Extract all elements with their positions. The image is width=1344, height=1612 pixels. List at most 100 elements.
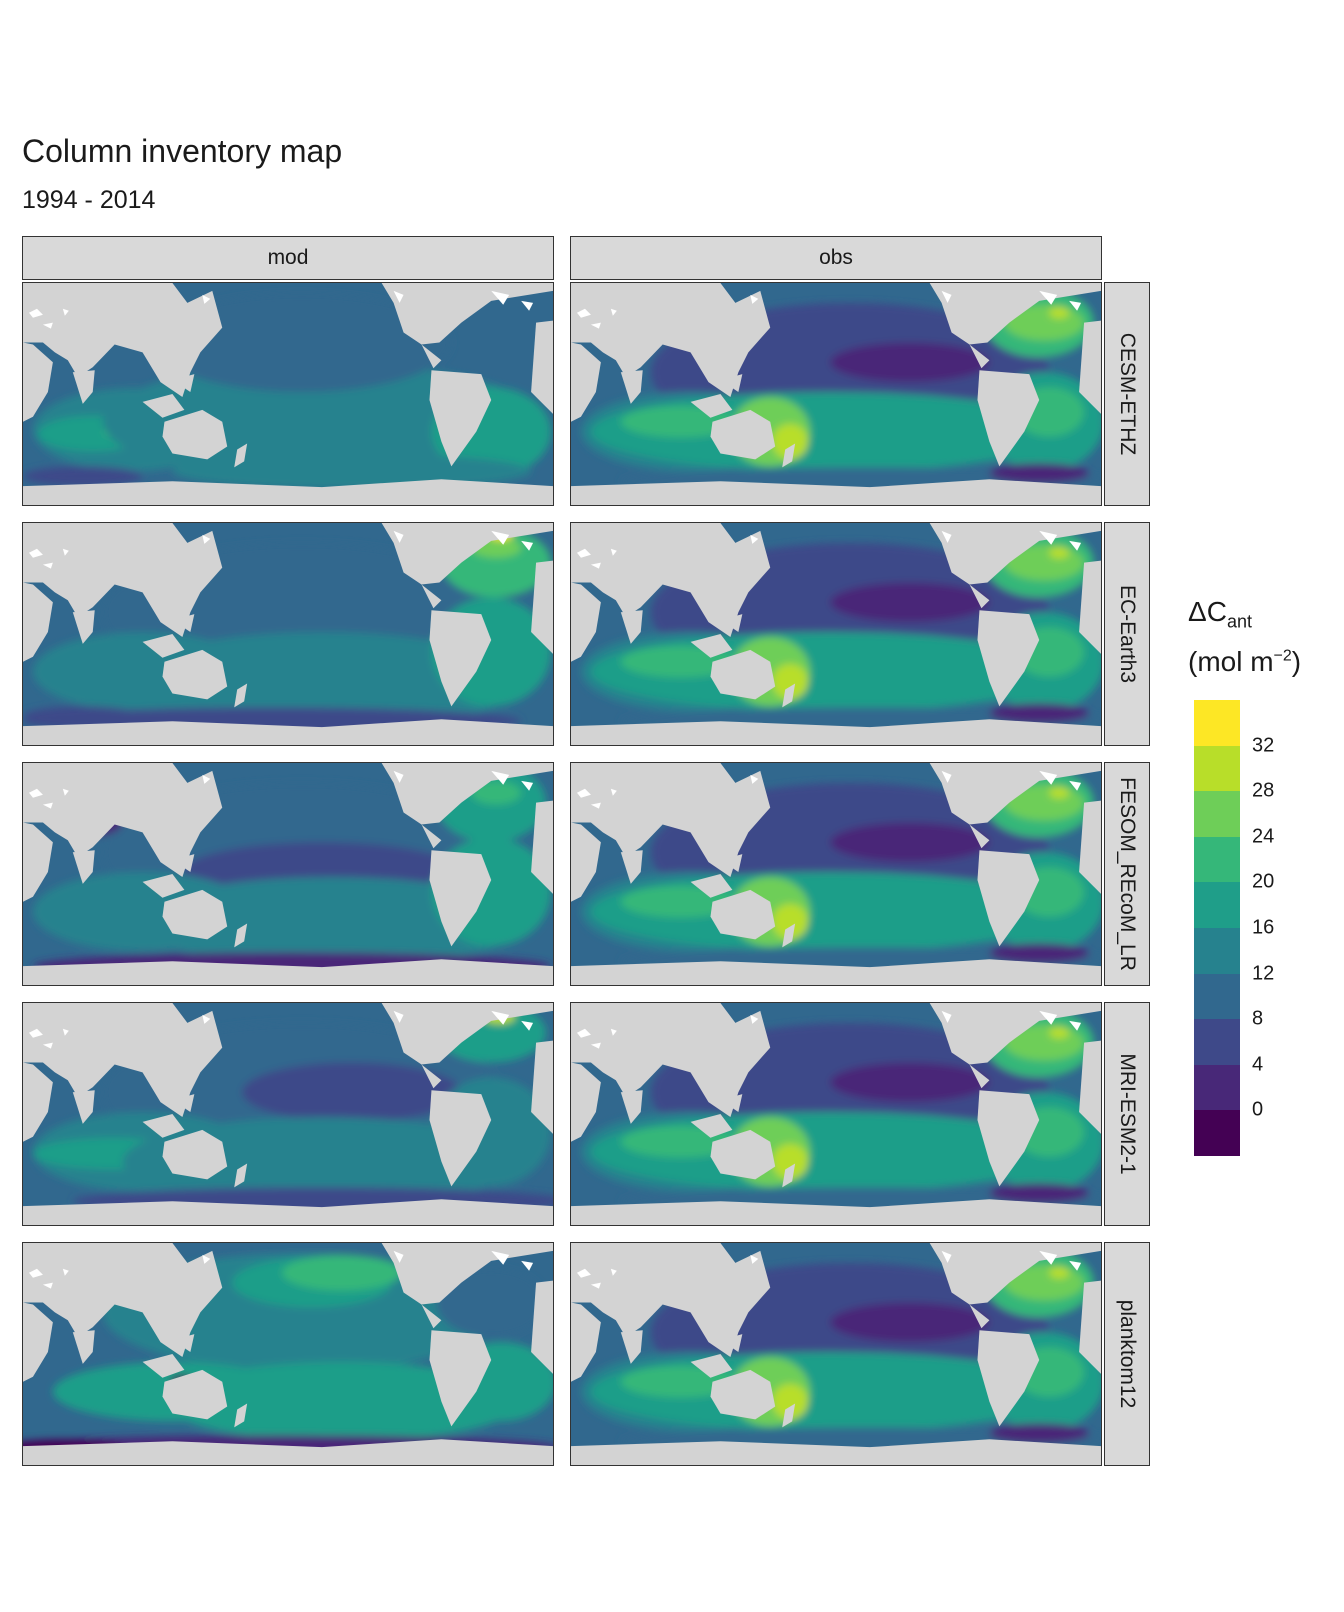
ice-patch <box>521 300 534 311</box>
land-mass <box>571 523 771 637</box>
land-mass <box>142 634 185 658</box>
ice-patch <box>521 1020 534 1031</box>
legend-swatch <box>1194 1064 1240 1111</box>
land-mass <box>172 614 195 633</box>
land-mass <box>620 610 643 644</box>
concentration-region <box>23 706 143 727</box>
land-mass <box>23 822 53 902</box>
concentration-region <box>830 342 990 383</box>
ice-patch <box>28 1028 43 1038</box>
concentration-region <box>132 876 532 967</box>
concentration-region <box>989 463 1090 484</box>
land-mass <box>710 1129 776 1180</box>
land-mass <box>620 850 643 884</box>
map-panel-mod-ec-earth3 <box>22 522 554 746</box>
ice-patch <box>1069 1020 1082 1031</box>
land-mass <box>977 850 1040 947</box>
land-mass <box>381 523 553 585</box>
land-mass <box>381 283 553 345</box>
facet-row-label-planktom12: planktom12 <box>1104 1242 1150 1466</box>
ice-patch <box>610 308 617 316</box>
land-mass <box>421 1304 442 1329</box>
land-mass <box>571 1439 1101 1465</box>
land-mass <box>690 1354 733 1378</box>
ocean-map <box>23 763 553 985</box>
ice-patch <box>941 290 952 303</box>
land-mass <box>620 370 643 404</box>
land-mass <box>429 850 492 947</box>
concentration-region <box>830 1302 990 1343</box>
ice-patch <box>491 290 510 305</box>
ice-patch <box>941 1010 952 1023</box>
ice-patch <box>491 530 510 545</box>
facet-row-label-ec-earth3: EC-Earth3 <box>1104 522 1150 746</box>
land-mass <box>929 1243 1101 1305</box>
concentration-region <box>1049 1266 1070 1279</box>
legend-tick-label: 28 <box>1252 779 1275 802</box>
land-mass <box>531 800 553 894</box>
land-mass <box>23 1062 53 1142</box>
ice-patch <box>393 1250 404 1263</box>
land-mass <box>690 634 733 658</box>
ice-patch <box>62 1028 69 1036</box>
land-mass <box>690 874 733 898</box>
concentration-region <box>772 1143 809 1180</box>
ice-patch <box>1069 780 1082 791</box>
legend-tick-label: 20 <box>1252 870 1275 893</box>
ice-patch <box>1039 770 1058 785</box>
land-mass <box>23 1243 223 1357</box>
facet-row-label-cesm-ethz: CESM-ETHZ <box>1104 282 1150 506</box>
land-mass <box>234 923 248 948</box>
land-mass <box>929 523 1101 585</box>
land-mass <box>571 1062 601 1142</box>
land-mass <box>571 822 601 902</box>
ice-patch <box>576 308 591 318</box>
ice-patch <box>590 562 601 569</box>
land-mass <box>23 582 53 662</box>
legend-swatch <box>1194 700 1240 747</box>
land-mass <box>429 1330 492 1427</box>
ice-patch <box>202 774 211 784</box>
map-panel-obs-ec-earth3 <box>570 522 1102 746</box>
land-mass <box>172 1334 195 1353</box>
land-mass <box>23 1439 553 1465</box>
ice-patch <box>393 1010 404 1023</box>
ice-patch <box>42 802 53 809</box>
land-mass <box>142 1354 185 1378</box>
legend-unit: (mol m−2) <box>1188 646 1302 677</box>
ice-patch <box>750 294 759 304</box>
ice-patch <box>941 1250 952 1263</box>
land-mass <box>1079 800 1101 894</box>
land-mass <box>531 1040 553 1134</box>
ice-patch <box>576 1268 591 1278</box>
land-mass <box>23 1199 553 1225</box>
land-mass <box>782 683 796 708</box>
concentration-region <box>830 822 990 863</box>
ice-patch <box>1069 1260 1082 1271</box>
map-panel-obs-planktom12 <box>570 1242 1102 1466</box>
land-mass <box>782 443 796 468</box>
land-mass <box>531 560 553 654</box>
ice-patch <box>590 1282 601 1289</box>
concentration-region <box>162 1361 522 1442</box>
ice-patch <box>62 788 69 796</box>
ocean-map <box>23 1243 553 1465</box>
land-mass <box>234 1403 248 1428</box>
ocean-map <box>23 523 553 745</box>
concentration-region <box>830 582 990 623</box>
land-mass <box>23 959 553 985</box>
map-panel-mod-mri-esm2-1 <box>22 1002 554 1226</box>
legend-tick-label: 32 <box>1252 734 1275 757</box>
ocean-map <box>571 1243 1101 1465</box>
ice-patch <box>750 1014 759 1024</box>
concentration-region <box>122 632 522 732</box>
facet-row-label-mri-esm2-1: MRI-ESM2-1 <box>1104 1002 1150 1226</box>
ice-patch <box>576 1028 591 1038</box>
land-mass <box>381 763 553 825</box>
ocean-map <box>571 283 1101 505</box>
land-mass <box>381 1243 553 1305</box>
land-mass <box>720 614 743 633</box>
legend-tick-label: 16 <box>1252 916 1275 939</box>
legend-swatch <box>1194 791 1240 838</box>
legend-swatch <box>1194 928 1240 975</box>
